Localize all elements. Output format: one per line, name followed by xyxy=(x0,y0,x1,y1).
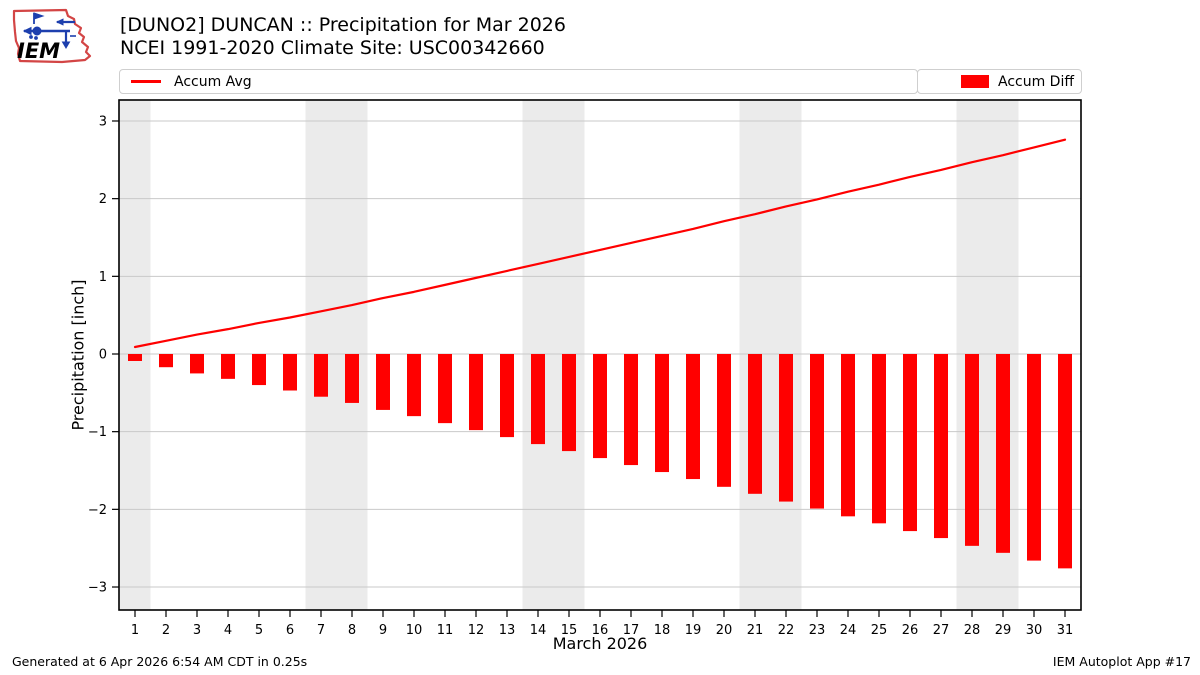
x-axis-label: March 2026 xyxy=(552,634,648,653)
accum-diff-bar xyxy=(345,354,359,403)
accum-diff-bar xyxy=(965,354,979,546)
accum-diff-bar xyxy=(190,354,204,374)
y-tick-label: 3 xyxy=(99,114,107,129)
y-tick-label: −3 xyxy=(88,581,107,596)
x-tick-label: 25 xyxy=(871,623,888,638)
accum-diff-bar xyxy=(872,354,886,524)
bar-swatch-icon xyxy=(960,75,989,88)
x-tick-label: 8 xyxy=(348,623,356,638)
accum-diff-bar xyxy=(221,354,235,379)
accum-diff-bar xyxy=(407,354,421,417)
x-tick-label: 30 xyxy=(1026,623,1043,638)
plot-frame xyxy=(118,99,1082,611)
y-tick-label: 1 xyxy=(99,270,107,285)
y-tick-label: 0 xyxy=(99,348,107,363)
x-tick-label: 13 xyxy=(499,623,516,638)
x-tick-label: 23 xyxy=(809,623,826,638)
x-tick-label: 12 xyxy=(468,623,485,638)
legend-accum-avg: Accum Avg xyxy=(119,69,918,94)
iowa-outline-icon xyxy=(12,8,92,64)
x-tick-label: 18 xyxy=(654,623,671,638)
x-tick-label: 29 xyxy=(995,623,1012,638)
y-tick-label: 2 xyxy=(99,192,107,207)
accum-diff-bar xyxy=(624,354,638,466)
accum-diff-bar xyxy=(1027,354,1041,561)
x-tick-label: 19 xyxy=(685,623,702,638)
x-tick-label: 4 xyxy=(224,623,232,638)
accum-diff-bar xyxy=(686,354,700,480)
x-tick-label: 3 xyxy=(193,623,201,638)
x-tick-label: 7 xyxy=(317,623,325,638)
generated-timestamp: Generated at 6 Apr 2026 6:54 AM CDT in 0… xyxy=(12,654,308,669)
accum-diff-bar xyxy=(779,354,793,502)
x-tick-label: 21 xyxy=(747,623,764,638)
accum-diff-bar xyxy=(469,354,483,431)
accum-diff-bar xyxy=(655,354,669,473)
legend-accum-diff: Accum Diff xyxy=(917,69,1082,94)
accum-diff-bar xyxy=(500,354,514,438)
accum-diff-bar xyxy=(159,354,173,368)
x-tick-label: 20 xyxy=(716,623,733,638)
accum-diff-bar xyxy=(717,354,731,487)
accum-diff-bar xyxy=(593,354,607,459)
accum-diff-bar xyxy=(996,354,1010,553)
legend-label-accum-avg: Accum Avg xyxy=(174,73,252,90)
accum-diff-bar xyxy=(252,354,266,386)
y-tick-label: −1 xyxy=(88,425,107,440)
accum-diff-bar xyxy=(128,354,142,361)
x-tick-label: 27 xyxy=(933,623,950,638)
x-tick-label: 22 xyxy=(778,623,795,638)
x-tick-label: 16 xyxy=(592,623,609,638)
accum-diff-bar xyxy=(376,354,390,410)
x-tick-label: 1 xyxy=(131,623,139,638)
accum-diff-bar xyxy=(283,354,297,391)
line-swatch-icon xyxy=(131,80,161,83)
title-line-2: NCEI 1991-2020 Climate Site: USC00342660 xyxy=(120,37,545,59)
x-tick-label: 6 xyxy=(286,623,294,638)
x-tick-label: 5 xyxy=(255,623,263,638)
x-tick-label: 9 xyxy=(379,623,387,638)
accum-diff-bar xyxy=(314,354,328,397)
accum-avg-line xyxy=(133,138,1067,349)
legend-label-accum-diff: Accum Diff xyxy=(997,73,1074,90)
accum-diff-bar xyxy=(748,354,762,494)
accum-diff-bar xyxy=(810,354,824,509)
weathervane-icon xyxy=(22,12,76,49)
accum-diff-bar xyxy=(562,354,576,452)
y-tick-label: −2 xyxy=(88,503,107,518)
app-attribution: IEM Autoplot App #17 xyxy=(1052,654,1191,669)
x-tick-label: 10 xyxy=(406,623,423,638)
accum-diff-bar xyxy=(841,354,855,517)
x-tick-label: 15 xyxy=(561,623,578,638)
y-axis-label: Precipitation [inch] xyxy=(68,279,88,431)
x-tick-label: 24 xyxy=(840,623,857,638)
x-tick-label: 17 xyxy=(623,623,640,638)
page-title: [DUNO2] DUNCAN :: Precipitation for Mar … xyxy=(120,14,566,60)
x-tick-label: 2 xyxy=(162,623,170,638)
x-tick-label: 28 xyxy=(964,623,981,638)
iem-logo: IEM xyxy=(12,8,92,64)
x-tick-label: 11 xyxy=(437,623,454,638)
x-tick-label: 14 xyxy=(530,623,547,638)
x-tick-label: 26 xyxy=(902,623,919,638)
accum-diff-bar xyxy=(1058,354,1072,569)
logo-text: IEM xyxy=(17,39,60,63)
x-tick-label: 31 xyxy=(1057,623,1074,638)
accum-diff-bar xyxy=(531,354,545,445)
accum-diff-bar xyxy=(438,354,452,424)
accum-diff-bar xyxy=(934,354,948,539)
title-line-1: [DUNO2] DUNCAN :: Precipitation for Mar … xyxy=(120,14,566,36)
accum-diff-bar xyxy=(903,354,917,532)
